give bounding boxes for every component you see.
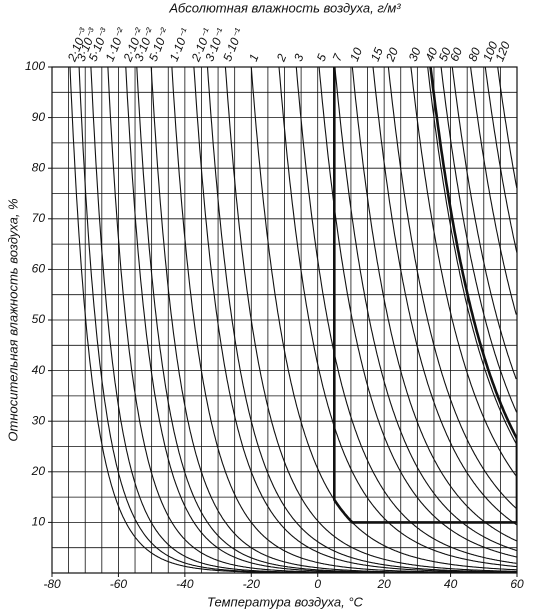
x-tick-label: 40 bbox=[444, 577, 458, 591]
humidity-curve bbox=[451, 67, 517, 380]
humidity-curve bbox=[90, 67, 517, 573]
humidity-curve bbox=[295, 67, 517, 564]
y-tick-label: 10 bbox=[32, 515, 46, 529]
humidity-curve bbox=[193, 67, 517, 573]
y-tick-label: 50 bbox=[32, 312, 46, 326]
y-tick-label: 100 bbox=[25, 59, 45, 73]
curve-label: 1 bbox=[246, 52, 261, 63]
y-tick-label: 20 bbox=[31, 464, 46, 478]
x-tick-label: -80 bbox=[43, 577, 61, 591]
humidity-curve bbox=[351, 67, 517, 542]
humidity-curve bbox=[206, 67, 517, 573]
plot-frame bbox=[51, 66, 518, 574]
curve-label: 60 bbox=[447, 45, 465, 63]
humidity-curve bbox=[427, 67, 517, 445]
y-tick-label: 60 bbox=[32, 262, 46, 276]
x-tick-label: 20 bbox=[376, 577, 391, 591]
curve-label: 5 bbox=[314, 52, 330, 64]
humidity-curve bbox=[224, 67, 517, 572]
curve-label: 2 bbox=[273, 52, 289, 65]
humidity-curve bbox=[250, 67, 517, 571]
curve-label: 40 bbox=[422, 45, 440, 63]
x-tick-label: 0 bbox=[314, 577, 321, 591]
y-tick-label: 30 bbox=[32, 413, 46, 427]
curve-label: 20 bbox=[383, 45, 401, 64]
humidity-curve bbox=[278, 67, 517, 568]
humidity-curve bbox=[470, 67, 517, 315]
y-axis-title: Относительная влажность воздуха, % bbox=[5, 198, 20, 441]
y-tick-label: 70 bbox=[32, 211, 46, 225]
x-tick-label: 60 bbox=[510, 577, 524, 591]
humidity-curve bbox=[484, 67, 517, 253]
humidity-curve bbox=[334, 67, 517, 552]
climate-boundary bbox=[333, 67, 517, 524]
humidity-curve bbox=[387, 67, 517, 509]
curve-label: 80 bbox=[465, 45, 483, 63]
humidity-curve bbox=[171, 67, 517, 573]
x-tick-label: -40 bbox=[176, 577, 194, 591]
humidity-curve bbox=[497, 67, 517, 189]
curve-label: 3 bbox=[291, 52, 307, 64]
y-tick-label: 80 bbox=[32, 160, 46, 174]
curve-label: 50 bbox=[436, 45, 454, 63]
curve-label: 15 bbox=[368, 45, 386, 63]
x-axis-title: Температура воздуха, °C bbox=[207, 594, 363, 609]
humidity-curve bbox=[440, 67, 517, 413]
curves bbox=[69, 67, 517, 573]
x-tick-label: -20 bbox=[243, 577, 261, 591]
grid bbox=[48, 66, 518, 577]
humidity-curve bbox=[410, 67, 517, 477]
chart-title: Абсолютная влажность воздуха, г/м³ bbox=[168, 0, 401, 15]
curve-label: 7 bbox=[330, 51, 346, 64]
humidity-curve bbox=[372, 67, 517, 526]
humidity-curve bbox=[318, 67, 517, 558]
curve-label: 30 bbox=[406, 45, 424, 63]
curve-label: 10 bbox=[347, 45, 365, 63]
x-tick-label: -60 bbox=[110, 577, 128, 591]
y-tick-label: 90 bbox=[32, 110, 46, 124]
y-tick-label: 40 bbox=[32, 363, 46, 377]
